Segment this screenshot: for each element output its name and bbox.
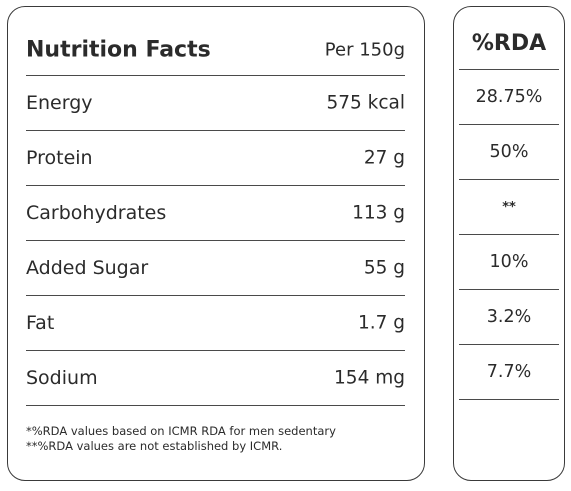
rda-value-carbohydrates: ** [459,180,559,235]
footnote-rda-not-established: **%RDA values are not established by ICM… [26,439,283,453]
rda-value-protein: 50% [459,125,559,180]
rda-header: %RDA [459,17,559,70]
nutrient-label: Energy [26,92,93,114]
nutrient-row-added-sugar: Added Sugar 55 g [26,241,405,296]
nutrition-facts-header: Nutrition Facts Per 150g [26,24,405,76]
nutrient-label: Added Sugar [26,257,149,279]
nutrient-value: 154 mg [334,367,405,389]
nutrient-label: Carbohydrates [26,202,167,224]
nutrient-value: 27 g [363,147,405,169]
nutrient-row-carbohydrates: Carbohydrates 113 g [26,186,405,241]
nutrient-label: Sodium [26,367,98,389]
nutrition-facts-panel: Nutrition Facts Per 150g Energy 575 kcal… [7,6,425,481]
footnotes: *%RDA values based on ICMR RDA for men s… [26,424,336,454]
nutrient-value: 575 kcal [326,92,405,114]
rda-value-energy: 28.75% [459,70,559,125]
nutrient-row-sodium: Sodium 154 mg [26,351,405,406]
nutrient-value: 1.7 g [357,312,405,334]
rda-panel: %RDA 28.75% 50% ** 10% 3.2% 7.7% [453,6,565,481]
serving-size: Per 150g [324,39,405,60]
nutrient-label: Protein [26,147,93,169]
footnote-rda-basis: *%RDA values based on ICMR RDA for men s… [26,424,336,438]
nutrition-facts-title: Nutrition Facts [26,37,211,62]
nutrient-label: Fat [26,312,55,334]
nutrient-row-energy: Energy 575 kcal [26,76,405,131]
rda-value-fat: 3.2% [459,290,559,345]
rda-value-added-sugar: 10% [459,235,559,290]
nutrient-row-protein: Protein 27 g [26,131,405,186]
rda-value-sodium: 7.7% [459,345,559,400]
nutrient-value: 55 g [363,257,405,279]
nutrient-row-fat: Fat 1.7 g [26,296,405,351]
nutrient-value: 113 g [352,202,405,224]
